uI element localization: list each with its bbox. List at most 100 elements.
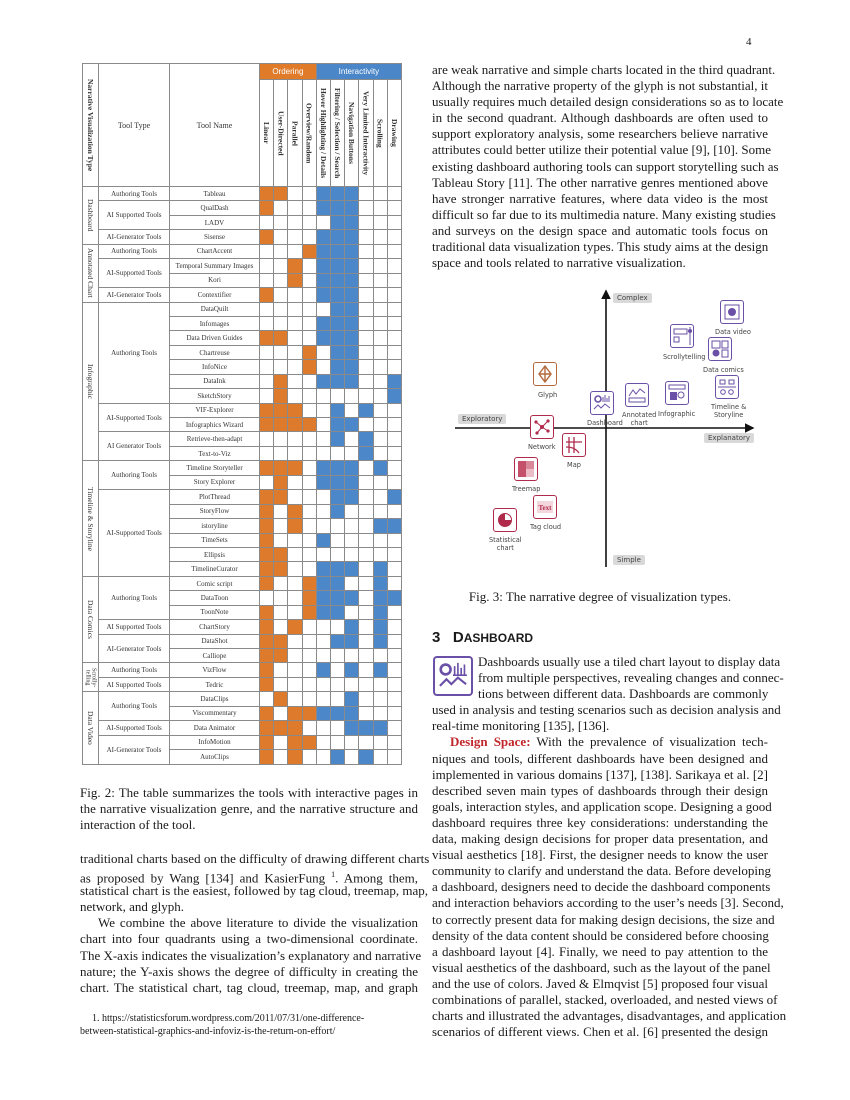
empty-cell [273, 272, 289, 289]
text-line: charts and illustrated the advantages, d… [432, 1008, 787, 1024]
empty-cell [287, 546, 303, 563]
marked-cell [273, 185, 289, 202]
tool-name-cell: DataInk [169, 373, 260, 390]
tool-name-cell: QualDash [169, 200, 260, 216]
empty-cell [273, 258, 289, 274]
tool-type-cell: AI Generator Tools [98, 431, 170, 462]
axes [455, 289, 755, 567]
marked-cell [258, 749, 275, 765]
empty-cell [273, 503, 289, 520]
empty-cell [344, 445, 360, 462]
empty-cell [358, 185, 374, 202]
tool-type-cell: AI-Generator Tools [98, 633, 170, 664]
empty-cell [287, 676, 303, 693]
marked-cell [329, 185, 346, 202]
empty-cell [301, 633, 317, 650]
empty-cell [386, 676, 403, 693]
table-row: AI-Supported Tools Temporal Summary Image… [83, 258, 403, 289]
empty-cell [386, 561, 403, 577]
empty-cell [315, 301, 331, 317]
table-row: Infographics Wizard [83, 416, 403, 433]
text-line: from multiple perspectives, revealing ch… [478, 670, 784, 686]
text-line: We combine the above literature to divid… [98, 915, 418, 931]
marked-cell [258, 619, 275, 635]
empty-cell [287, 575, 303, 592]
statistical-chart-icon [493, 508, 517, 532]
empty-cell [372, 243, 388, 260]
marked-cell [329, 575, 346, 592]
label-data-comics: Data comics [703, 366, 744, 374]
empty-cell [315, 619, 331, 635]
marked-cell [258, 200, 275, 216]
empty-cell [358, 518, 374, 534]
marked-cell [329, 749, 346, 765]
empty-cell [258, 590, 275, 606]
empty-cell [386, 604, 403, 621]
empty-cell [386, 575, 403, 592]
empty-cell [386, 691, 403, 707]
marked-cell [287, 518, 303, 534]
marked-cell [372, 604, 388, 621]
tool-name-cell: InfoNice [169, 359, 260, 375]
footnote-line[interactable]: between-statistical-graphics-and-infoviz… [80, 1026, 336, 1037]
axis-label-explanatory: Explanatory [704, 433, 755, 443]
tool-type-cell: AI Supported Tools [98, 676, 170, 693]
text-line: and interaction behaviors according to t… [432, 895, 784, 911]
marked-cell [329, 561, 346, 577]
tag-cloud-icon-text: Text [539, 504, 553, 512]
tool-name-cell: Story Explorer [169, 474, 260, 491]
text-line: goals, interaction styles, and applicati… [432, 798, 772, 814]
marked-cell [273, 416, 289, 433]
empty-cell [358, 359, 374, 375]
marked-cell [372, 590, 388, 606]
empty-cell [315, 734, 331, 751]
marked-cell [273, 474, 289, 491]
text-line: density of the data content should be co… [432, 927, 769, 943]
empty-cell [386, 402, 403, 419]
column-header-label: Navigation Buttons [347, 102, 357, 164]
empty-cell [301, 431, 317, 447]
footnote-line[interactable]: 1. https://statisticsforum.wordpress.com… [92, 1013, 365, 1024]
empty-cell [273, 749, 289, 765]
footnote-ref[interactable]: 1 [331, 870, 336, 880]
tool-name-cell: Tedric [169, 676, 260, 693]
tool-type-cell: Authoring Tools [98, 575, 170, 621]
empty-cell [386, 272, 403, 289]
narrative-type-label: Infographic [86, 363, 95, 399]
narrative-type-cell: Timeline & Storyline [82, 460, 99, 577]
empty-cell [386, 229, 403, 245]
marked-cell [315, 532, 331, 548]
table-row: AI-Supported Tools Data Animator [83, 720, 403, 736]
empty-cell [358, 489, 374, 505]
marked-cell [273, 647, 289, 664]
empty-cell [358, 243, 374, 260]
marked-cell [329, 272, 346, 289]
empty-cell [273, 359, 289, 375]
marked-cell [258, 489, 275, 505]
empty-cell [287, 185, 303, 202]
label-statistical-chart: Statistical chart [489, 536, 522, 552]
label-line: Storyline [713, 411, 744, 419]
text-line: Dashboards usually use a tiled chart lay… [478, 654, 781, 669]
text-line: used in analysis and testing scenarios s… [432, 702, 781, 718]
tool-type-cell: AI-Supported Tools [98, 402, 170, 433]
header-narrative-type: Narrative Visualization Type [82, 63, 99, 187]
empty-cell [301, 402, 317, 419]
caption-line: Fig. 2: The table summarizes the tools w… [80, 785, 418, 800]
marked-cell [358, 749, 374, 765]
marked-cell [344, 691, 360, 707]
marked-cell [344, 474, 360, 491]
empty-cell [358, 546, 374, 563]
empty-cell [358, 258, 374, 274]
empty-cell [315, 503, 331, 520]
narrative-type-cell: Annotated Chart [82, 243, 99, 303]
text-line: usually requires much detailed design co… [432, 94, 784, 110]
header-interactivity: Interactivity [315, 63, 403, 80]
text-line: support exploratory analysis, some resea… [432, 126, 768, 142]
caption-line: the narrative visualization genre, and t… [80, 801, 418, 817]
fig2-caption: Fig. 2: The table summarizes the tools w… [80, 785, 418, 833]
text-line: visual aesthetics of the dashboard, such… [432, 959, 771, 975]
text-line: and surveys on the design space and auto… [432, 222, 768, 238]
marked-cell [329, 301, 346, 317]
empty-cell [358, 301, 374, 317]
